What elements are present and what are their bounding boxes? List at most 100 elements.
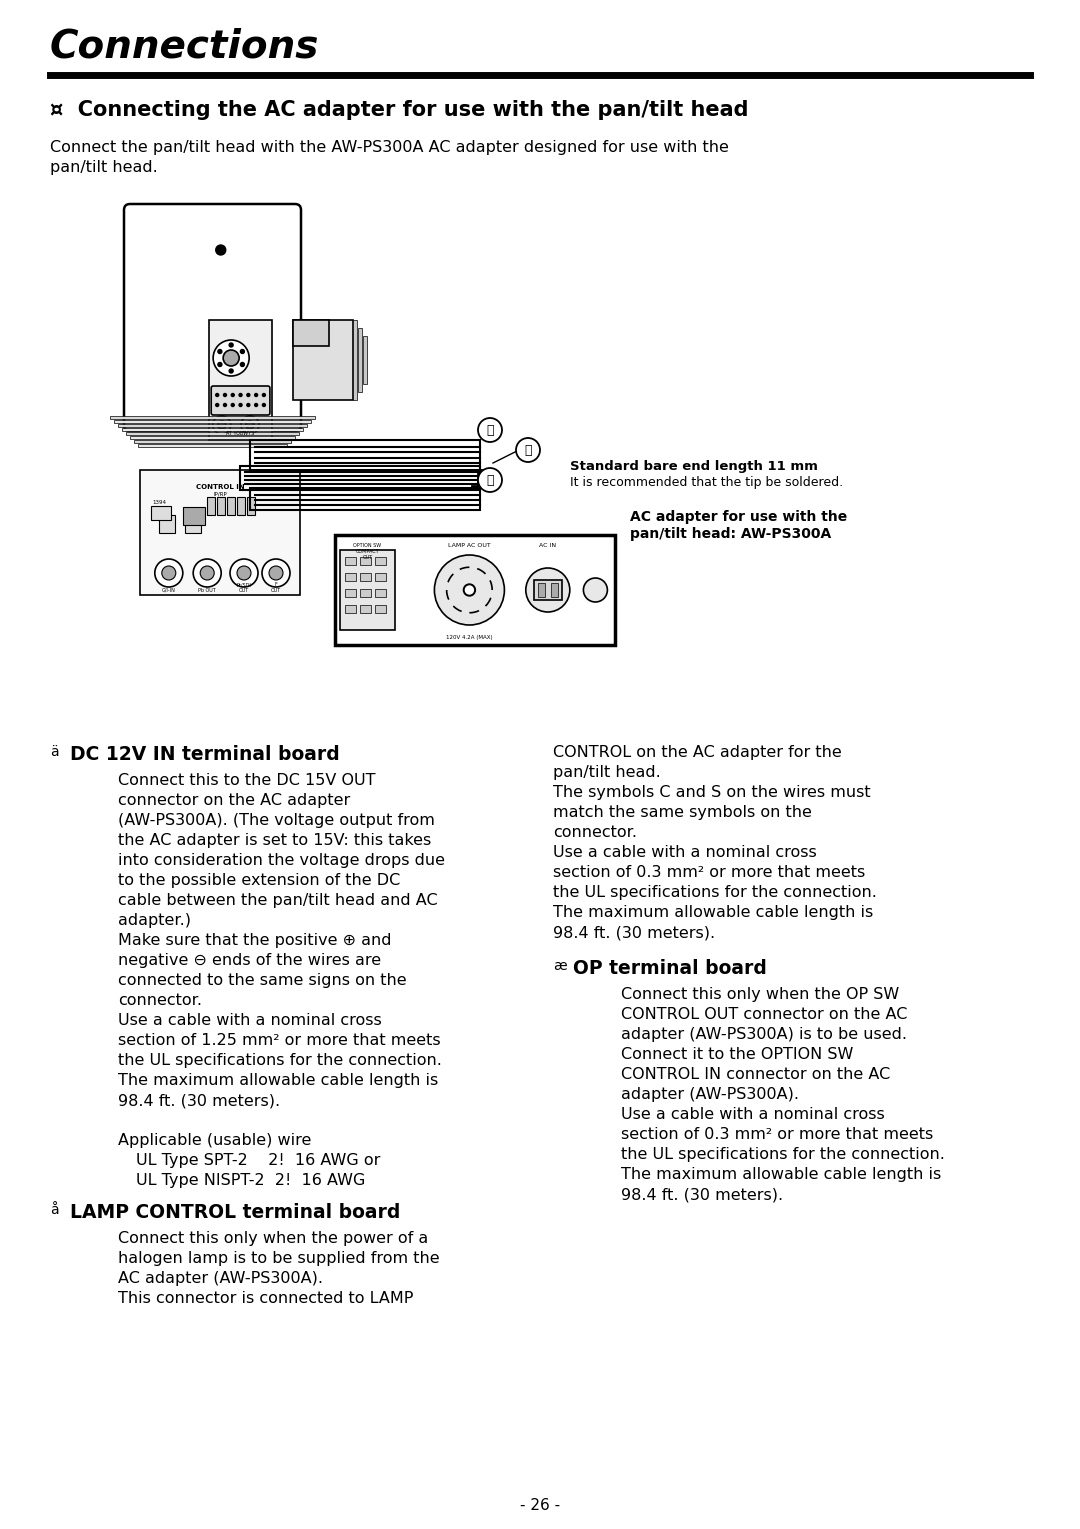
Circle shape [213, 416, 231, 434]
FancyBboxPatch shape [212, 385, 270, 414]
Circle shape [231, 393, 234, 396]
Circle shape [241, 362, 244, 367]
Text: Applicable (usable) wire: Applicable (usable) wire [118, 1133, 311, 1148]
Circle shape [465, 586, 473, 593]
Circle shape [255, 404, 258, 407]
Bar [375, 573, 386, 581]
Bar [159, 515, 175, 534]
Text: the AC adapter is set to 15V: this takes: the AC adapter is set to 15V: this takes [118, 833, 431, 849]
Text: LAMP CONTROL terminal board: LAMP CONTROL terminal board [70, 1203, 401, 1222]
Text: The symbols C and S on the wires must: The symbols C and S on the wires must [553, 784, 870, 800]
Circle shape [218, 350, 221, 353]
Text: Pb OUT: Pb OUT [199, 589, 216, 593]
Text: negative ⊖ ends of the wires are: negative ⊖ ends of the wires are [118, 953, 381, 968]
Text: DC 12V IN terminal board: DC 12V IN terminal board [70, 745, 340, 764]
Text: ä: ä [50, 745, 58, 758]
Bar [240, 466, 480, 489]
Text: adapter.): adapter.) [118, 913, 191, 928]
Circle shape [193, 560, 221, 587]
Bar [247, 497, 255, 515]
Text: AT YOBWYS: AT YOBWYS [227, 431, 255, 436]
Circle shape [218, 420, 226, 430]
Circle shape [224, 350, 239, 365]
Text: connector.: connector. [553, 826, 637, 839]
Circle shape [247, 393, 249, 396]
Circle shape [229, 368, 233, 373]
Text: OPTION SW
COMPACT
OUT: OPTION SW COMPACT OUT [353, 543, 381, 560]
Text: cable between the pan/tilt head and AC: cable between the pan/tilt head and AC [118, 893, 437, 908]
Text: AC IN: AC IN [539, 543, 556, 547]
Circle shape [154, 560, 183, 587]
Bar [345, 605, 356, 613]
Circle shape [262, 393, 266, 396]
Bar [238, 497, 245, 515]
Bar [357, 329, 362, 391]
Text: section of 1.25 mm² or more that meets: section of 1.25 mm² or more that meets [118, 1034, 441, 1047]
Text: adapter (AW-PS300A).: adapter (AW-PS300A). [621, 1087, 799, 1102]
Circle shape [434, 555, 504, 625]
Text: connector.: connector. [118, 992, 202, 1008]
Bar [375, 557, 386, 566]
Bar [363, 336, 367, 384]
Text: Connect this only when the power of a: Connect this only when the power of a [118, 1231, 429, 1246]
Bar [251, 488, 480, 511]
Bar [293, 320, 329, 346]
Text: ⑭: ⑭ [524, 443, 531, 457]
Bar [184, 508, 205, 524]
Bar [293, 320, 353, 401]
Circle shape [162, 566, 176, 579]
Circle shape [229, 342, 233, 347]
Circle shape [463, 584, 475, 596]
Text: 98.4 ft. (30 meters).: 98.4 ft. (30 meters). [621, 1187, 783, 1202]
Bar [130, 436, 295, 439]
Circle shape [262, 404, 266, 407]
Text: This connector is connected to LAMP: This connector is connected to LAMP [118, 1290, 414, 1306]
Bar [335, 535, 615, 645]
Text: AC adapter (AW-PS300A).: AC adapter (AW-PS300A). [118, 1271, 323, 1286]
Circle shape [516, 437, 540, 462]
Text: Make sure that the positive ⊕ and: Make sure that the positive ⊕ and [118, 933, 391, 948]
Bar [151, 506, 172, 520]
Circle shape [239, 404, 242, 407]
Text: section of 0.3 mm² or more that meets: section of 0.3 mm² or more that meets [621, 1127, 933, 1142]
Bar [110, 416, 315, 419]
Text: F
OUT: F OUT [271, 583, 281, 593]
Circle shape [583, 578, 607, 602]
Text: Connect this to the DC 15V OUT: Connect this to the DC 15V OUT [118, 774, 376, 787]
Text: Connect it to the OPTION SW: Connect it to the OPTION SW [621, 1047, 853, 1063]
Circle shape [241, 350, 244, 353]
Text: (AW-PS300A). (The voltage output from: (AW-PS300A). (The voltage output from [118, 813, 435, 829]
Bar [360, 557, 372, 566]
Circle shape [216, 393, 218, 396]
Text: pan/tilt head.: pan/tilt head. [50, 161, 158, 174]
Text: - 26 -: - 26 - [519, 1498, 561, 1514]
Bar [118, 424, 307, 427]
Circle shape [246, 420, 254, 430]
Text: AC adapter for use with the: AC adapter for use with the [630, 511, 847, 524]
Bar [360, 573, 372, 581]
Bar [345, 589, 356, 596]
Bar [126, 433, 299, 434]
Circle shape [200, 566, 214, 579]
Text: The maximum allowable cable length is: The maximum allowable cable length is [553, 905, 874, 920]
Text: ¤  Connecting the AC adapter for use with the pan/tilt head: ¤ Connecting the AC adapter for use with… [50, 99, 748, 119]
Text: å: å [50, 1203, 58, 1217]
Bar [375, 605, 386, 613]
Text: section of 0.3 mm² or more that meets: section of 0.3 mm² or more that meets [553, 865, 865, 881]
Bar [138, 443, 287, 446]
Text: the UL specifications for the connection.: the UL specifications for the connection… [621, 1147, 945, 1162]
Text: halogen lamp is to be supplied from the: halogen lamp is to be supplied from the [118, 1251, 440, 1266]
Bar [217, 497, 226, 515]
Circle shape [526, 567, 570, 612]
Bar [251, 440, 480, 469]
Circle shape [478, 468, 502, 492]
Text: OP terminal board: OP terminal board [573, 959, 767, 979]
Text: Use a cable with a nominal cross: Use a cable with a nominal cross [118, 1014, 381, 1027]
Circle shape [213, 339, 249, 376]
Text: CONTROL IN: CONTROL IN [195, 485, 244, 489]
Text: CONTROL IN connector on the AC: CONTROL IN connector on the AC [621, 1067, 890, 1083]
Circle shape [255, 393, 258, 396]
Text: 98.4 ft. (30 meters).: 98.4 ft. (30 meters). [553, 925, 715, 940]
Bar [140, 469, 300, 595]
Text: match the same symbols on the: match the same symbols on the [553, 804, 812, 820]
